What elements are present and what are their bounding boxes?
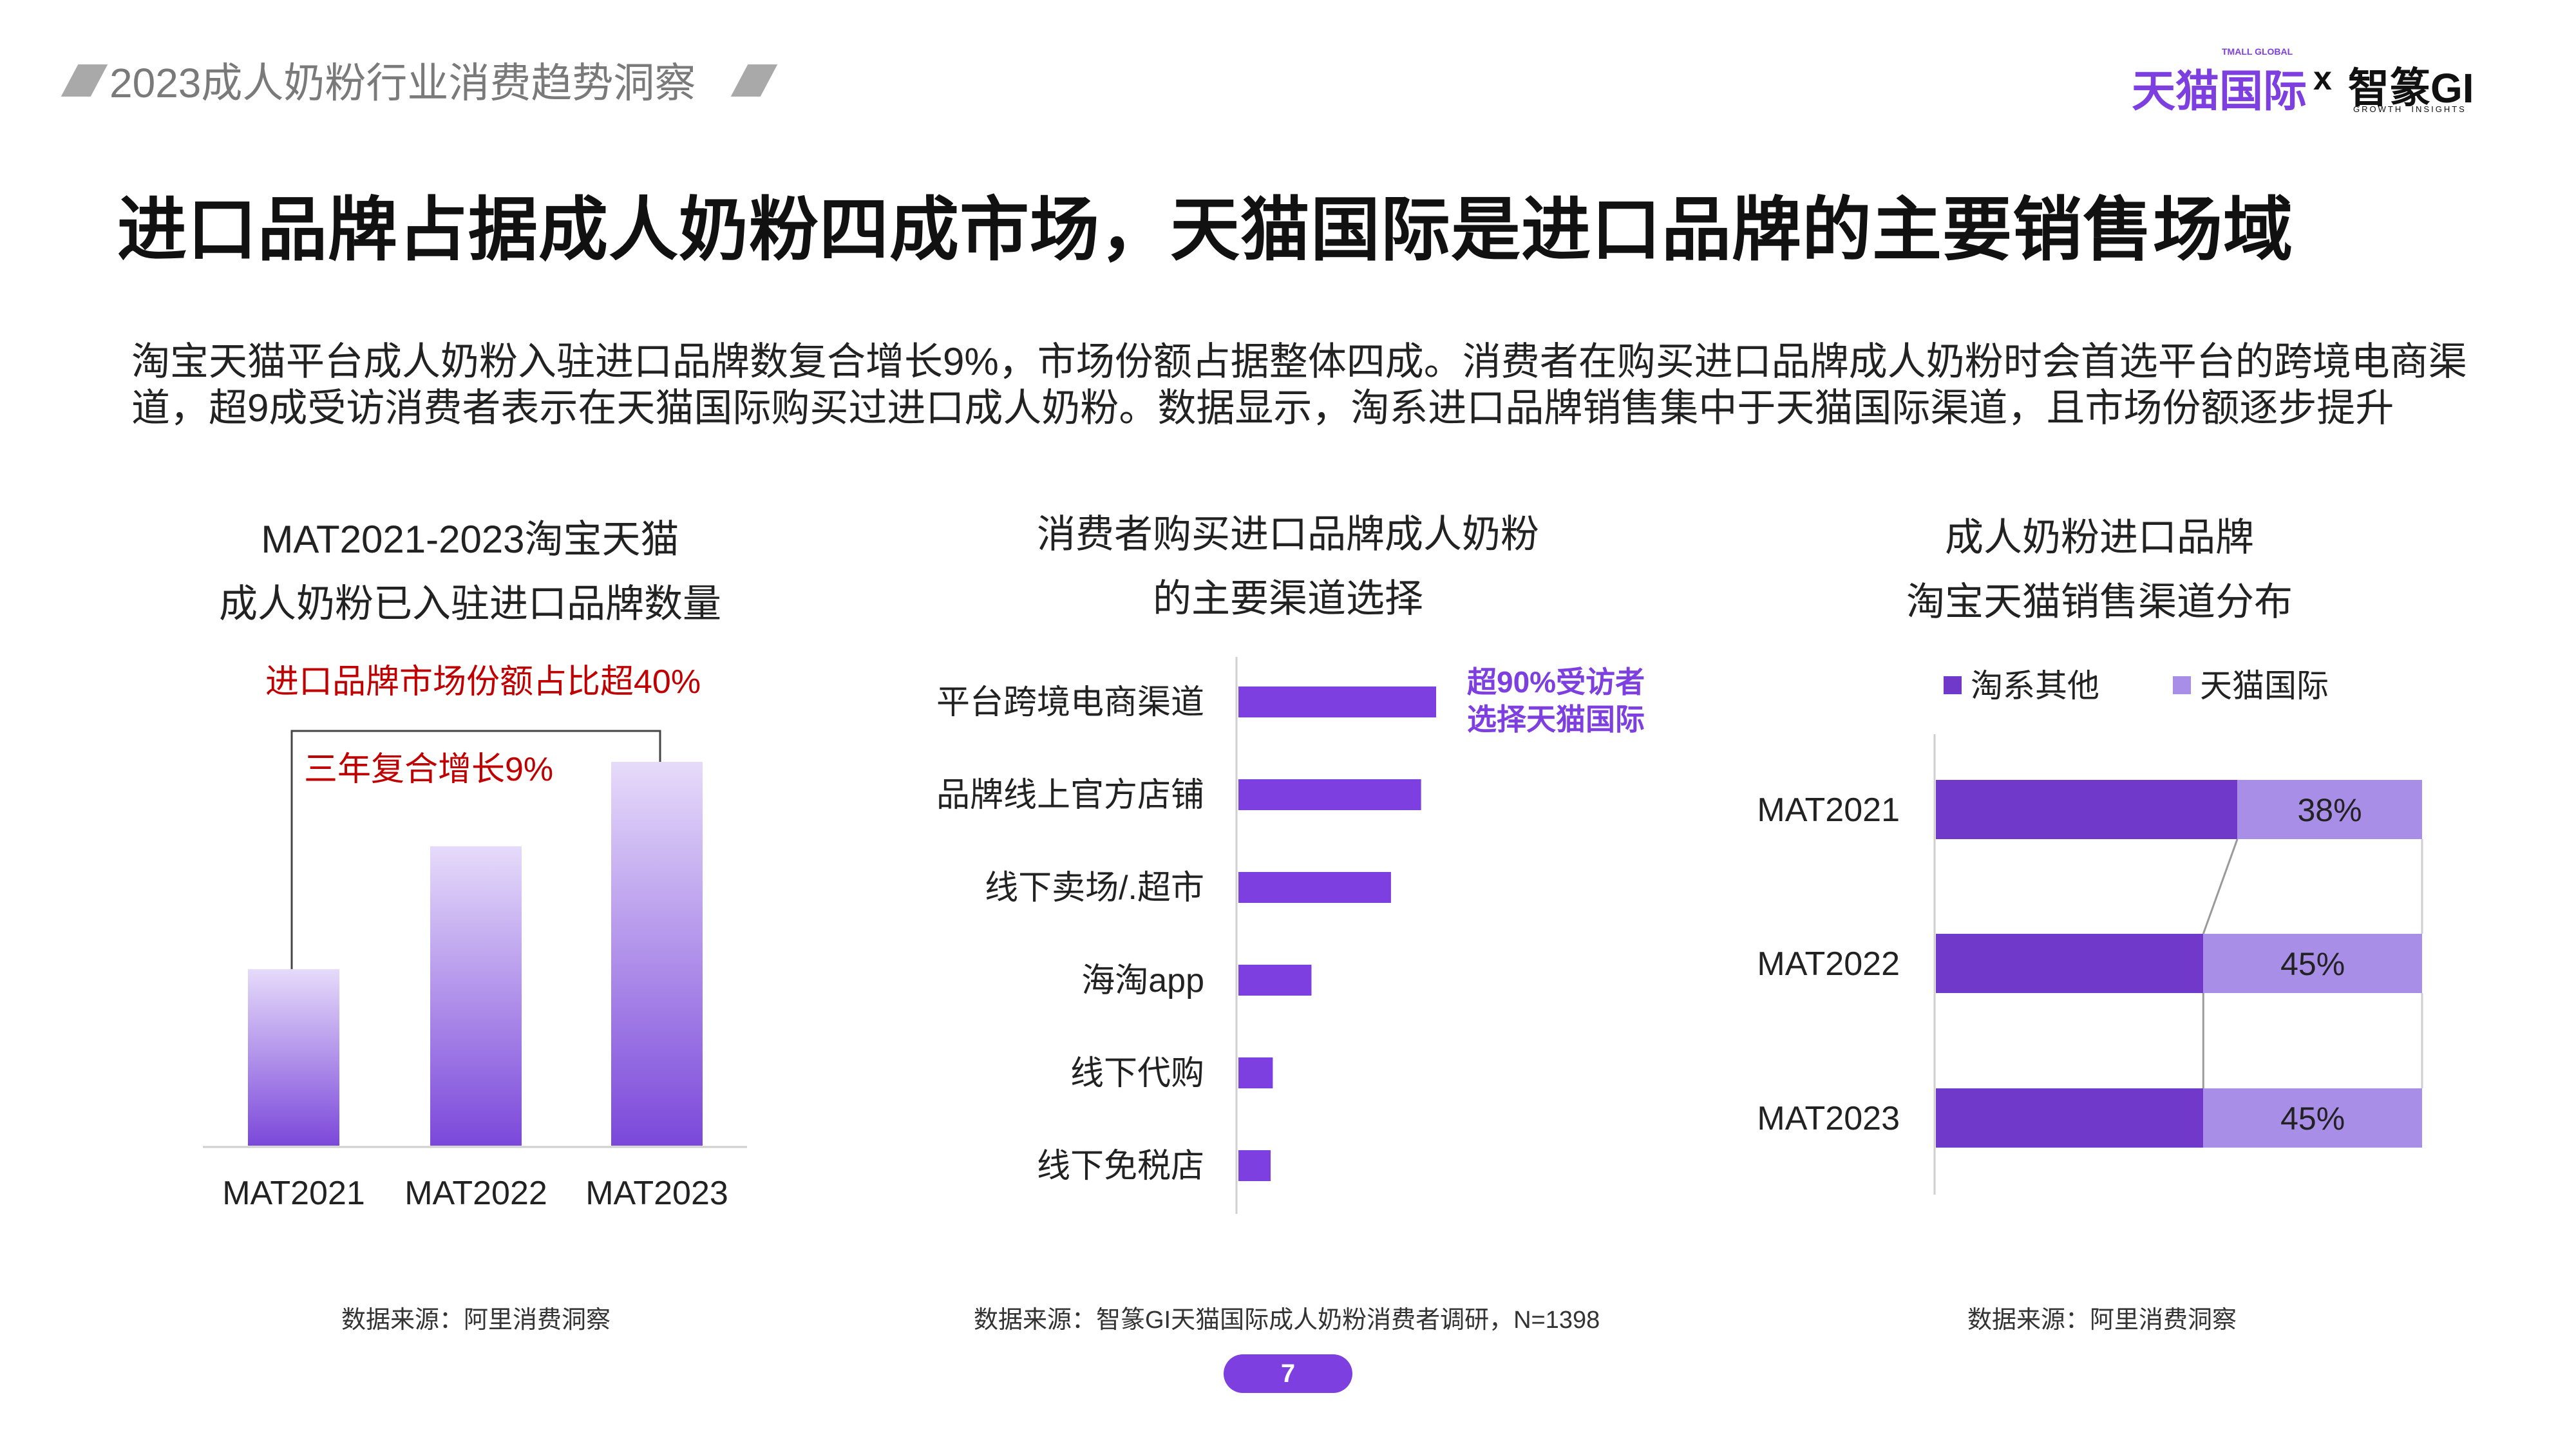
imported-brands-bar-chart: MAT2021 MAT2022 MAT2023: [203, 730, 747, 1212]
stack-seg-tmall: [2203, 934, 2422, 993]
middle-title-line2: 的主要渠道选择: [1153, 577, 1423, 620]
right-chart-title: 成人奶粉进口品牌 淘宝天猫销售渠道分布: [1777, 506, 2421, 634]
channel-bar: [1238, 779, 1421, 810]
right-source: 数据来源：阿里消费洞察: [1967, 1307, 2237, 1334]
sales-channel-stacked-chart: 淘系其他 天猫国际 38% MAT2021 45% MAT2022 45% MAT2023: [1757, 668, 2423, 1195]
left-bar-mat2022: [430, 846, 522, 1146]
left-tick-label: MAT2021: [222, 1175, 365, 1212]
callout-line1: 超90%受访者: [1467, 665, 1645, 699]
channel-bar: [1238, 872, 1391, 903]
left-tick-label: MAT2023: [585, 1175, 728, 1212]
left-bar-mat2023: [611, 762, 703, 1146]
growth-note: 三年复合增长9%: [304, 751, 554, 788]
tmall-global-en: TMALL GLOBAL: [2222, 46, 2293, 57]
channel-bar: [1238, 965, 1312, 996]
left-source: 数据来源：阿里消费洞察: [341, 1307, 611, 1334]
channel-label: 线下代购: [1070, 1055, 1204, 1092]
left-title-line2: 成人奶粉已入驻进口品牌数量: [219, 582, 721, 625]
left-tick-label: MAT2022: [404, 1175, 547, 1212]
channel-bar: [1238, 687, 1436, 717]
channel-label: 海淘app: [1081, 962, 1204, 999]
middle-title-line1: 消费者购买进口品牌成人奶粉: [1037, 513, 1539, 556]
stack-seg-other: [1936, 1088, 2204, 1148]
left-title-line1: MAT2021-2023淘宝天猫: [261, 518, 679, 561]
stack-category-label: MAT2022: [1757, 945, 1900, 983]
stack-category-label: MAT2021: [1757, 791, 1900, 829]
stack-connector: [2202, 838, 2239, 934]
partner-logo-en: GROWTH INSIGHTS: [2353, 104, 2467, 114]
middle-source: 数据来源：智篆GI天猫国际成人奶粉消费者调研，N=1398: [974, 1307, 1600, 1334]
legend-swatch: [2173, 676, 2191, 694]
stack-seg-tmall: [2237, 780, 2422, 839]
page-number: 7: [1224, 1354, 1352, 1393]
tmall-callout: 超90%受访者 选择天猫国际: [1467, 663, 1645, 738]
stack-seg-other: [1936, 934, 2204, 993]
callout-line2: 选择天猫国际: [1467, 703, 1645, 736]
channel-label: 品牌线上官方店铺: [936, 777, 1204, 814]
channel-label: 线下免税店: [1037, 1148, 1204, 1185]
channel-label: 平台跨境电商渠道: [936, 684, 1204, 721]
legend-swatch: [1944, 676, 1962, 694]
stack-value-label: 38%: [2298, 792, 2362, 828]
partner-logo: 智篆GI: [2348, 65, 2474, 111]
channel-bar: [1238, 1057, 1273, 1088]
brand-logo: TMALL GLOBAL 天猫国际 x 智篆GI GROWTH INSIGHTS: [2132, 46, 2492, 117]
summary-text: 淘宝天猫平台成人奶粉入驻进口品牌数复合增长9%，市场份额占据整体四成。消费者在购…: [131, 340, 2467, 430]
share-note: 进口品牌市场份额占比超40%: [265, 663, 701, 701]
right-title-line2: 淘宝天猫销售渠道分布: [1906, 580, 2293, 623]
right-title-line1: 成人奶粉进口品牌: [1945, 516, 2254, 559]
channel-label: 线下卖场/.超市: [985, 869, 1204, 907]
growth-bracket: [290, 730, 661, 969]
logo-cross: x: [2313, 60, 2332, 97]
stack-category-label: MAT2023: [1757, 1100, 1900, 1137]
legend-label: 淘系其他: [1971, 668, 2099, 704]
stack-value-label: 45%: [2280, 946, 2345, 982]
legend-label: 天猫国际: [2200, 668, 2329, 704]
tmall-global-logo: 天猫国际: [2132, 67, 2307, 116]
report-title: 2023成人奶粉行业消费趋势洞察: [109, 60, 696, 106]
left-bar-mat2021: [248, 969, 339, 1146]
headline: 进口品牌占据成人奶粉四成市场，天猫国际是进口品牌的主要销售场域: [117, 191, 2294, 269]
left-chart-title: MAT2021-2023淘宝天猫 成人奶粉已入驻进口品牌数量: [155, 507, 786, 636]
stack-value-label: 45%: [2280, 1101, 2345, 1137]
channel-bar: [1238, 1150, 1271, 1181]
stack-seg-tmall: [2203, 1088, 2422, 1148]
middle-chart-title: 消费者购买进口品牌成人奶粉 的主要渠道选择: [966, 502, 1610, 631]
stack-seg-other: [1936, 780, 2238, 839]
